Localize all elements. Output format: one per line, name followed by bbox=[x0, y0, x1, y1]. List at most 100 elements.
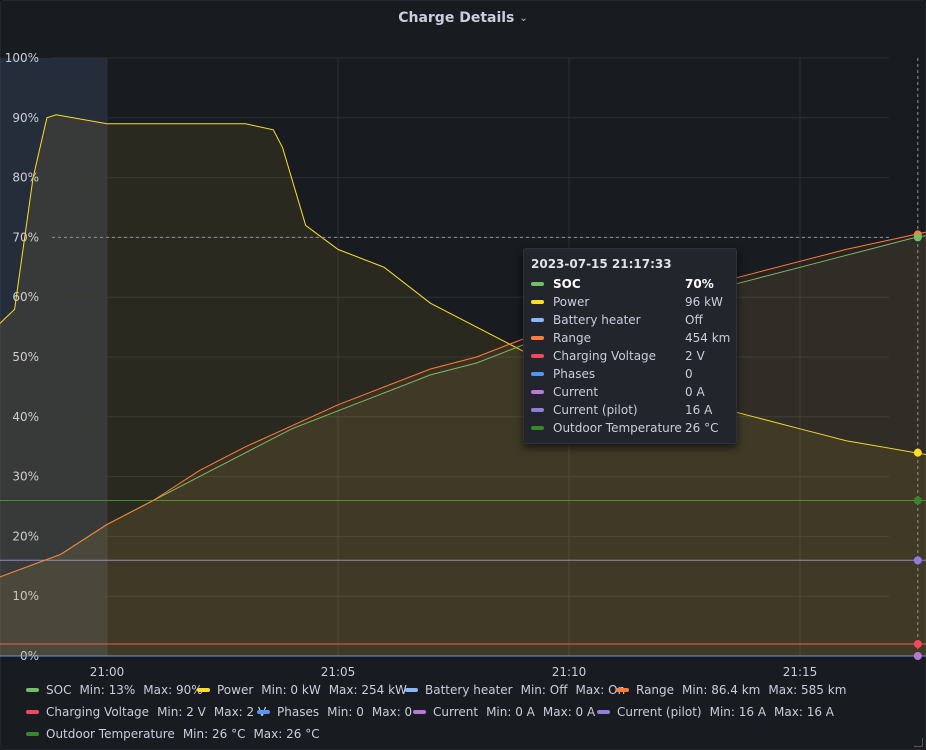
legend-max-value: Max: 254 kW bbox=[328, 683, 407, 697]
tooltip-row: Battery heater Off bbox=[531, 311, 731, 329]
series-color-swatch bbox=[531, 390, 544, 394]
tooltip-row: Phases 0 bbox=[531, 365, 731, 383]
legend-color-swatch bbox=[597, 710, 610, 714]
crosshair-point bbox=[913, 448, 922, 457]
legend-item-current-pilot[interactable]: Current (pilot) Min: 16 A Max: 16 A bbox=[597, 704, 834, 720]
legend-item-phases[interactable]: Phases Min: 0 Max: 0 bbox=[257, 704, 412, 720]
legend-min-value: Min: 86.4 km bbox=[682, 683, 761, 697]
series-color-swatch bbox=[531, 372, 544, 376]
tooltip-series-name: Power bbox=[553, 295, 590, 309]
y-tick-label: 40% bbox=[12, 410, 39, 424]
legend-color-swatch bbox=[26, 688, 39, 692]
legend-min-value: Min: 26 °C bbox=[182, 727, 246, 741]
series-color-swatch bbox=[531, 282, 544, 286]
x-tick-label: 21:05 bbox=[321, 665, 356, 679]
y-tick-label: 10% bbox=[12, 589, 39, 603]
x-tick-label: 21:00 bbox=[90, 665, 125, 679]
y-tick-label: 60% bbox=[12, 290, 39, 304]
legend-max-value: Max: 26 °C bbox=[253, 727, 320, 741]
tooltip-series-name: Current (pilot) bbox=[553, 403, 638, 417]
tooltip-series-name: Range bbox=[553, 331, 592, 345]
y-tick-label: 70% bbox=[12, 230, 39, 244]
legend-max-value: Max: On bbox=[575, 683, 626, 697]
legend-min-value: Min: 2 V bbox=[157, 705, 206, 719]
legend-item-battery-heater[interactable]: Battery heater Min: Off Max: On bbox=[405, 682, 625, 698]
x-tick-label: 21:10 bbox=[552, 665, 587, 679]
time-series-chart[interactable]: 0%10%20%30%40%50%60%70%80%90%100%21:00 21… bbox=[0, 0, 926, 680]
series-color-swatch bbox=[531, 336, 544, 340]
series-color-swatch bbox=[531, 426, 544, 430]
tooltip-series-name: SOC bbox=[553, 277, 581, 291]
legend-max-value: Max: 16 A bbox=[774, 705, 835, 719]
tooltip-series-name: Outdoor Temperature bbox=[553, 421, 682, 435]
tooltip-row: Current (pilot) 16 A bbox=[531, 401, 731, 419]
tooltip-series-value: 454 km bbox=[685, 331, 731, 345]
y-tick-label: 20% bbox=[12, 529, 39, 543]
tooltip-series-value: 0 A bbox=[685, 385, 705, 399]
series-color-swatch bbox=[531, 300, 544, 304]
tooltip-time: 2023-07-15 21:17:33 bbox=[531, 257, 672, 271]
tooltip-row: Outdoor Temperature 26 °C bbox=[531, 419, 731, 437]
legend-series-name[interactable]: Current bbox=[433, 705, 479, 719]
chevron-down-icon[interactable]: ⌄ bbox=[519, 12, 528, 24]
panel-header[interactable]: Charge Details ⌄ bbox=[1, 1, 925, 35]
legend-min-value: Min: 13% bbox=[79, 683, 136, 697]
tooltip-series-value: 26 °C bbox=[685, 421, 719, 435]
legend-item-charging-voltage[interactable]: Charging Voltage Min: 2 V Max: 2 V bbox=[26, 704, 266, 720]
series-color-swatch bbox=[531, 408, 544, 412]
legend-min-value: Min: 0 A bbox=[486, 705, 535, 719]
tooltip-row: Charging Voltage 2 V bbox=[531, 347, 731, 365]
crosshair-point bbox=[913, 496, 922, 505]
legend-item-power[interactable]: Power Min: 0 kW Max: 254 kW bbox=[197, 682, 407, 698]
legend-series-name[interactable]: SOC bbox=[46, 683, 72, 697]
legend-series-name[interactable]: Battery heater bbox=[425, 683, 513, 697]
tooltip-series-name: Charging Voltage bbox=[553, 349, 657, 363]
legend-series-name[interactable]: Current (pilot) bbox=[617, 705, 702, 719]
legend-color-swatch bbox=[197, 688, 210, 692]
legend-max-value: Max: 2 V bbox=[213, 705, 267, 719]
tooltip: 2023-07-15 21:17:33 SOC 70% Power 96 kW Batt… bbox=[523, 248, 737, 444]
legend-max-value: Max: 0 bbox=[371, 705, 413, 719]
tooltip-row: SOC 70% bbox=[531, 275, 731, 293]
tooltip-row: Current 0 A bbox=[531, 383, 731, 401]
crosshair-point bbox=[913, 640, 922, 649]
legend-max-value: Max: 90% bbox=[143, 683, 203, 697]
legend-color-swatch bbox=[413, 710, 426, 714]
legend-color-swatch bbox=[616, 688, 629, 692]
tooltip-series-name: Current bbox=[553, 385, 599, 399]
tooltip-series-value: 16 A bbox=[685, 403, 713, 417]
tooltip-series-value: 2 V bbox=[685, 349, 705, 363]
tooltip-series-value: Off bbox=[685, 313, 703, 327]
legend-series-name[interactable]: Phases bbox=[277, 705, 320, 719]
x-tick-label: 21:15 bbox=[783, 665, 818, 679]
legend-color-swatch bbox=[26, 732, 39, 736]
crosshair-point bbox=[913, 233, 922, 242]
legend-item-outdoor-temperature[interactable]: Outdoor Temperature Min: 26 °C Max: 26 °C bbox=[26, 726, 320, 742]
series-color-swatch bbox=[531, 318, 544, 322]
series-fill-power bbox=[0, 114, 926, 656]
tooltip-row: Range 454 km bbox=[531, 329, 731, 347]
legend-color-swatch bbox=[405, 688, 418, 692]
legend-max-value: Max: 585 km bbox=[768, 683, 847, 697]
legend-series-name[interactable]: Power bbox=[217, 683, 254, 697]
tooltip-series-name: Battery heater bbox=[553, 313, 641, 327]
legend-series-name[interactable]: Outdoor Temperature bbox=[46, 727, 175, 741]
legend-color-swatch bbox=[257, 710, 270, 714]
legend-item-range[interactable]: Range Min: 86.4 km Max: 585 km bbox=[616, 682, 846, 698]
legend-item-current[interactable]: Current Min: 0 A Max: 0 A bbox=[413, 704, 595, 720]
tooltip-series-value: 0 bbox=[685, 367, 693, 381]
legend-max-value: Max: 0 A bbox=[542, 705, 596, 719]
tooltip-series-value: 70% bbox=[685, 277, 714, 291]
legend-series-name[interactable]: Range bbox=[636, 683, 675, 697]
resize-handle-icon[interactable] bbox=[914, 738, 923, 747]
y-tick-label: 90% bbox=[12, 111, 39, 125]
y-tick-label: 50% bbox=[12, 350, 39, 364]
tooltip-series-name: Phases bbox=[553, 367, 596, 381]
panel-title[interactable]: Charge Details bbox=[398, 10, 515, 26]
legend-series-name[interactable]: Charging Voltage bbox=[46, 705, 150, 719]
crosshair-point bbox=[913, 556, 922, 565]
y-tick-label: 30% bbox=[12, 470, 39, 484]
series-color-swatch bbox=[531, 354, 544, 358]
legend-item-soc[interactable]: SOC Min: 13% Max: 90% bbox=[26, 682, 203, 698]
crosshair-point bbox=[913, 652, 922, 660]
